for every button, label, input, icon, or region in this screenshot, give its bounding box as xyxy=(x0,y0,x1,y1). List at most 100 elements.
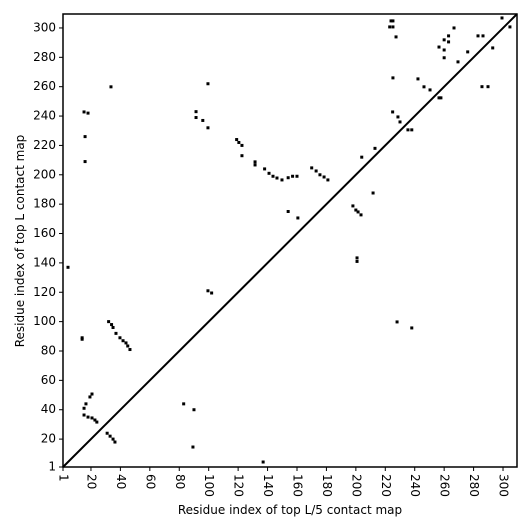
contact-point xyxy=(447,40,451,44)
contact-point xyxy=(80,337,84,341)
x-tick-label: 180 xyxy=(320,474,334,497)
contact-point xyxy=(452,26,456,30)
contact-point xyxy=(93,418,97,422)
contact-point xyxy=(240,154,244,158)
contact-point xyxy=(111,437,115,441)
contact-point xyxy=(261,460,265,464)
contact-point xyxy=(442,48,446,52)
y-tick-label: 220 xyxy=(33,138,56,152)
contact-point xyxy=(237,140,241,144)
contact-point xyxy=(126,344,130,348)
contact-point xyxy=(314,169,318,173)
contact-point xyxy=(389,19,393,23)
contact-point xyxy=(267,171,271,175)
contact-point xyxy=(447,34,451,38)
contact-point xyxy=(410,128,414,132)
contact-point xyxy=(113,440,117,444)
y-tick-label: 180 xyxy=(33,197,56,211)
contact-point xyxy=(354,208,358,212)
contact-point xyxy=(194,116,198,120)
contact-point xyxy=(439,96,443,100)
contact-point xyxy=(82,413,86,417)
contact-point xyxy=(388,25,392,29)
contact-point xyxy=(109,85,113,89)
contact-point xyxy=(395,320,399,324)
contact-point xyxy=(114,331,118,335)
contact-point xyxy=(391,25,395,29)
contact-point xyxy=(371,191,375,195)
contact-point xyxy=(206,289,210,293)
y-tick-label: 20 xyxy=(41,432,56,446)
y-tick-label: 100 xyxy=(33,314,56,328)
contact-point xyxy=(416,77,420,81)
contact-point xyxy=(83,160,87,164)
contact-point xyxy=(182,402,186,406)
contact-point xyxy=(192,408,196,412)
x-tick-label: 100 xyxy=(202,474,216,497)
contact-point xyxy=(406,128,410,132)
contact-point xyxy=(235,138,239,142)
y-tick-label: 300 xyxy=(33,20,56,34)
contact-point xyxy=(456,60,460,64)
contact-point xyxy=(491,46,495,50)
contact-point xyxy=(442,38,446,42)
contact-point xyxy=(240,143,244,147)
y-tick-label: 140 xyxy=(33,255,56,269)
x-tick-label: 200 xyxy=(349,474,363,497)
contact-point xyxy=(480,85,484,89)
plot-frame xyxy=(62,13,518,468)
contact-point xyxy=(128,348,132,352)
contact-point xyxy=(121,339,125,343)
contact-point xyxy=(360,155,364,159)
contact-point xyxy=(373,146,377,150)
contact-point xyxy=(263,167,267,171)
y-tick-label: 160 xyxy=(33,226,56,240)
contact-point xyxy=(86,415,90,419)
x-tick-label: 80 xyxy=(173,474,187,489)
contact-point xyxy=(295,174,299,178)
contact-point xyxy=(206,126,210,130)
contact-point xyxy=(95,420,99,424)
contact-point xyxy=(508,25,512,29)
contact-point xyxy=(355,259,359,263)
y-tick-label: 120 xyxy=(33,285,56,299)
contact-point xyxy=(500,16,504,20)
contact-point xyxy=(118,336,122,340)
contact-point xyxy=(466,50,470,54)
contact-point xyxy=(318,173,322,177)
contact-point xyxy=(66,265,70,269)
contact-point xyxy=(396,115,400,119)
x-tick-label: 220 xyxy=(379,474,393,497)
contact-point xyxy=(286,176,290,180)
contact-point xyxy=(83,135,87,139)
contact-point xyxy=(326,178,330,182)
y-axis-label: Residue index of top L contact map xyxy=(13,135,27,348)
contact-point xyxy=(351,204,355,208)
contact-point xyxy=(271,174,275,178)
contact-point xyxy=(206,82,210,86)
contact-point xyxy=(105,431,109,435)
contact-point xyxy=(253,160,257,164)
y-tick-label: 200 xyxy=(33,167,56,181)
x-axis-label: Residue index of top L/5 contact map xyxy=(178,503,402,517)
contact-point xyxy=(322,175,326,179)
x-tick-label: 260 xyxy=(438,474,452,497)
y-tick-label: 1 xyxy=(48,460,56,474)
y-tick-label: 280 xyxy=(33,50,56,64)
contact-point xyxy=(394,35,398,39)
x-tick-label: 300 xyxy=(497,474,511,497)
x-tick-label: 20 xyxy=(84,474,98,489)
contact-point xyxy=(355,256,359,260)
contact-point xyxy=(210,291,214,295)
contact-point xyxy=(88,395,92,399)
contact-point xyxy=(422,85,426,89)
x-tick-label: 140 xyxy=(261,474,275,497)
contact-point xyxy=(124,341,128,345)
contact-point xyxy=(310,166,314,170)
contact-point xyxy=(391,110,395,114)
y-tick-label: 80 xyxy=(41,343,56,357)
x-tick-label: 120 xyxy=(232,474,246,497)
contact-point xyxy=(356,210,360,214)
contact-point xyxy=(481,34,485,38)
